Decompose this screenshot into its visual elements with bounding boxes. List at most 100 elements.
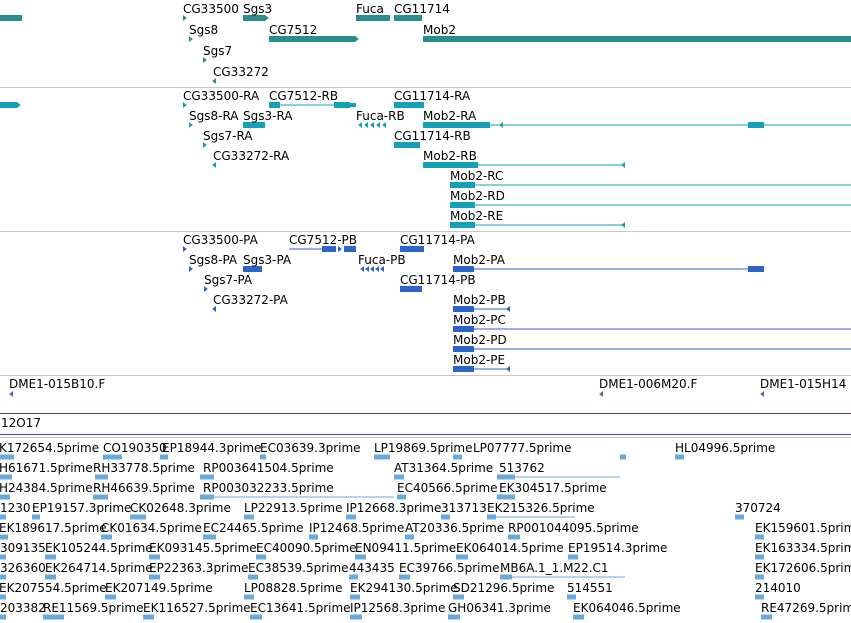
protein-glyph[interactable] [453,326,474,332]
est-label[interactable]: SD21296.5prime [453,581,555,595]
transcript-glyph[interactable] [269,102,280,108]
protein-label[interactable]: Fuca-PB [358,253,406,267]
gene-glyph[interactable] [0,15,22,21]
gene-arrow[interactable] [212,78,216,84]
transcript-label[interactable]: CG33272-RA [213,149,290,163]
est-label[interactable]: RP003641504.5prime [203,461,334,475]
clone-label[interactable]: DME1-015B10.F [9,377,106,391]
est-glyph[interactable] [349,574,358,580]
scaffold-line[interactable] [0,434,851,435]
scaffold-label[interactable]: 12O17 [1,416,41,430]
protein-arrow[interactable] [204,286,208,292]
transcript-arrow[interactable] [370,122,374,128]
est-label[interactable]: H24384.5prime [0,481,93,495]
transcript-arrow[interactable] [17,102,21,108]
est-glyph[interactable] [203,534,216,540]
est-glyph[interactable] [497,474,515,480]
transcript-arrow[interactable] [189,122,193,128]
est-label[interactable]: MB6A.1_1.M22.C1 [500,561,609,575]
est-label[interactable]: EK163334.5prime [755,541,851,555]
protein-arrow[interactable] [375,266,379,272]
transcript-label[interactable]: Fuca-RB [356,109,405,123]
est-glyph[interactable] [200,494,214,500]
est-label[interactable]: IP12668.3prime [346,501,442,515]
est-glyph[interactable] [0,554,6,560]
est-glyph[interactable] [244,594,254,600]
gene-arrow[interactable] [265,15,269,21]
gene-arrow[interactable] [189,36,193,42]
est-label[interactable]: EK093145.5prime [149,541,257,555]
est-glyph[interactable] [441,514,450,520]
est-glyph[interactable] [394,474,404,480]
gene-label[interactable]: Mob2 [423,23,456,37]
transcript-glyph[interactable] [350,103,356,107]
est-label[interactable]: EC03639.3prime [260,441,361,455]
est-label[interactable]: 513762 [499,461,545,475]
est-label[interactable]: HL04996.5prime [675,441,776,455]
est-label[interactable]: EK215326.5prime [487,501,595,515]
est-label[interactable]: EP19157.3prime [32,501,132,515]
transcript-label[interactable]: Mob2-RC [450,169,504,183]
est-label[interactable]: LP08828.5prime [244,581,343,595]
est-label[interactable]: AT20336.5prime [405,521,505,535]
gene-arrow[interactable] [355,36,359,42]
protein-glyph[interactable] [748,266,764,272]
est-label[interactable]: EP19514.3prime [568,541,668,555]
protein-glyph[interactable] [453,266,474,272]
transcript-label[interactable]: CG11714-RB [394,129,471,143]
gene-label[interactable]: CG11714 [394,2,450,16]
transcript-glyph[interactable] [243,122,265,128]
est-label[interactable]: EK064014.5prime [456,541,564,555]
est-glyph[interactable] [346,514,356,520]
transcript-label[interactable]: CG7512-RB [269,89,339,103]
est-glyph[interactable] [149,554,160,560]
transcript-label[interactable]: Mob2-RB [423,149,477,163]
protein-glyph[interactable] [453,346,474,352]
est-label[interactable]: EC40090.5prime [256,541,357,555]
est-label[interactable]: EC39766.5prime [399,561,500,575]
gene-glyph[interactable] [394,15,422,21]
protein-glyph[interactable] [344,246,356,252]
protein-arrow[interactable] [360,266,364,272]
protein-label[interactable]: Mob2-PB [453,293,506,307]
est-label[interactable]: EK207149.5prime [105,581,213,595]
protein-label[interactable]: Mob2-PC [453,313,506,327]
protein-arrow[interactable] [506,306,510,312]
transcript-label[interactable]: Mob2-RA [423,109,477,123]
transcript-label[interactable]: CG33500-RA [183,89,260,103]
est-glyph[interactable] [248,574,258,580]
est-label[interactable]: 203382 [0,601,46,615]
est-glyph[interactable] [755,554,764,560]
est-label[interactable]: EK105244.5prime [45,541,153,555]
protein-arrow[interactable] [338,246,342,252]
gene-label[interactable]: Sgs7 [203,44,233,58]
est-glyph[interactable] [43,614,64,620]
transcript-arrow[interactable] [621,162,625,168]
est-label[interactable]: EK304517.5prime [499,481,607,495]
est-label[interactable]: LP07777.5prime [473,441,572,455]
est-glyph[interactable] [244,514,254,520]
gene-arrow[interactable] [203,57,207,63]
gene-label[interactable]: CG7512 [269,23,318,37]
gene-label[interactable]: Sgs8 [189,23,219,37]
est-glyph[interactable] [350,594,360,600]
est-glyph[interactable] [45,554,56,560]
transcript-arrow[interactable] [499,122,503,128]
protein-glyph[interactable] [400,286,422,292]
est-glyph[interactable] [0,454,14,460]
est-label[interactable]: EN09411.5prime [355,541,457,555]
est-glyph[interactable] [0,594,6,600]
protein-arrow[interactable] [370,266,374,272]
gene-arrow[interactable] [423,36,427,42]
est-glyph[interactable] [573,614,584,620]
est-label[interactable]: RP003032233.5prime [203,481,334,495]
protein-label[interactable]: CG11714-PA [400,233,475,247]
est-label[interactable]: EC24465.5prime [203,521,304,535]
protein-arrow[interactable] [380,266,384,272]
est-glyph[interactable] [32,514,40,520]
est-glyph[interactable] [567,594,576,600]
est-glyph[interactable] [755,574,764,580]
est-glyph[interactable] [0,534,8,540]
gene-arrow[interactable] [183,15,187,21]
protein-glyph[interactable] [453,366,474,372]
